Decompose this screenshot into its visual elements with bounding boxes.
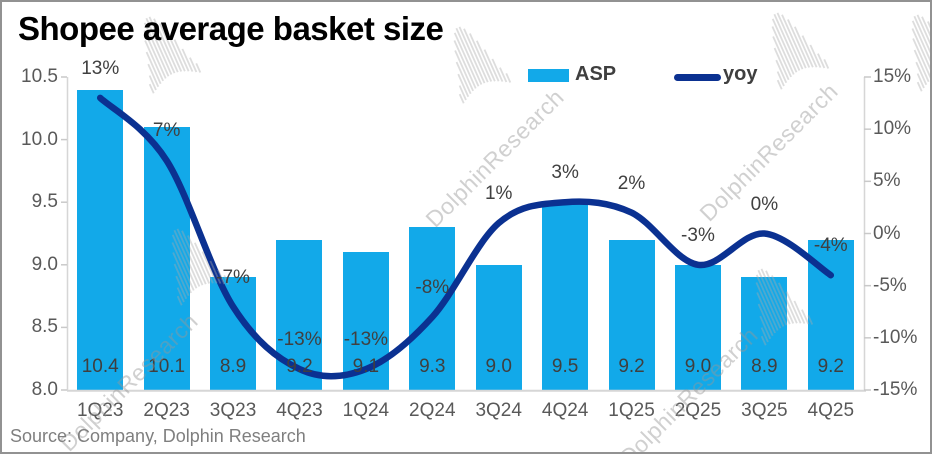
legend-yoy-swatch bbox=[674, 74, 721, 81]
right-axis-tick-label: 10% bbox=[873, 118, 912, 140]
yoy-value-label: 13% bbox=[81, 57, 120, 79]
yoy-value-label: -13% bbox=[277, 329, 322, 351]
yoy-value-label: -3% bbox=[681, 224, 715, 246]
category-label: 3Q24 bbox=[475, 400, 522, 421]
right-axis-tick-label: -5% bbox=[873, 274, 907, 296]
yoy-value-label: -13% bbox=[343, 329, 389, 351]
category-label: 3Q25 bbox=[741, 400, 788, 421]
category-label: 1Q25 bbox=[608, 400, 655, 421]
category-label: 4Q24 bbox=[541, 400, 589, 421]
category-label: 4Q23 bbox=[276, 400, 323, 421]
bar-2q23 bbox=[143, 127, 190, 390]
category-label: 1Q24 bbox=[342, 400, 390, 421]
yoy-value-label: 2% bbox=[617, 172, 646, 194]
bar-value-label: 9.1 bbox=[352, 356, 380, 377]
bar-value-label: 10.1 bbox=[148, 356, 186, 377]
legend-asp-swatch bbox=[528, 69, 569, 82]
bar-value-label: 10.4 bbox=[81, 356, 119, 377]
legend-yoy-label: yoy bbox=[723, 63, 758, 85]
bar-value-label: 9.0 bbox=[485, 356, 512, 377]
bar-value-label: 9.2 bbox=[817, 356, 844, 377]
yoy-value-label: 3% bbox=[551, 162, 579, 184]
right-axis-tick-label: 0% bbox=[873, 222, 901, 244]
category-label: 1Q23 bbox=[76, 400, 124, 421]
bar-value-label: 9.3 bbox=[419, 356, 446, 377]
bar-value-label: 8.9 bbox=[219, 356, 247, 377]
yoy-value-label: 0% bbox=[750, 193, 779, 215]
right-axis-tick-label: 15% bbox=[873, 66, 912, 87]
left-axis-tick-label: 10.5 bbox=[21, 66, 58, 87]
left-axis-tick-label: 8.0 bbox=[31, 379, 58, 400]
category-label: 2Q23 bbox=[143, 400, 190, 421]
right-axis-tick-label: 5% bbox=[873, 170, 901, 192]
bar-value-label: 9.0 bbox=[684, 356, 712, 377]
category-label: 3Q23 bbox=[209, 400, 257, 421]
bar-value-label: 8.9 bbox=[751, 356, 778, 377]
yoy-value-label: -7% bbox=[216, 266, 250, 288]
watermark-burst bbox=[771, 12, 830, 90]
right-axis-tick-label: -15% bbox=[873, 379, 918, 400]
watermark-burst bbox=[453, 26, 512, 104]
left-axis-tick-label: 10.0 bbox=[21, 128, 58, 150]
left-axis-tick-label: 9.5 bbox=[31, 191, 58, 213]
yoy-value-label: -8% bbox=[415, 276, 450, 298]
left-axis-tick-label: 9.0 bbox=[31, 253, 58, 275]
category-label: 4Q25 bbox=[807, 400, 855, 421]
bar-value-label: 9.2 bbox=[618, 356, 645, 377]
yoy-value-label: -4% bbox=[813, 235, 848, 257]
right-axis-tick-label: -10% bbox=[873, 326, 918, 348]
category-label: 2Q25 bbox=[674, 400, 722, 421]
chart-title: Shopee average basket size bbox=[18, 10, 444, 47]
yoy-value-label: 7% bbox=[152, 120, 181, 142]
bar-value-label: 9.2 bbox=[286, 356, 313, 377]
yoy-value-label: 1% bbox=[484, 183, 513, 205]
source-note: Source: Company, Dolphin Research bbox=[10, 426, 306, 446]
category-label: 2Q24 bbox=[409, 400, 456, 421]
bar-value-label: 9.5 bbox=[551, 356, 579, 377]
left-axis-tick-label: 8.5 bbox=[31, 316, 58, 338]
bar-1q23 bbox=[77, 89, 124, 390]
legend-asp-label: ASP bbox=[575, 63, 617, 85]
